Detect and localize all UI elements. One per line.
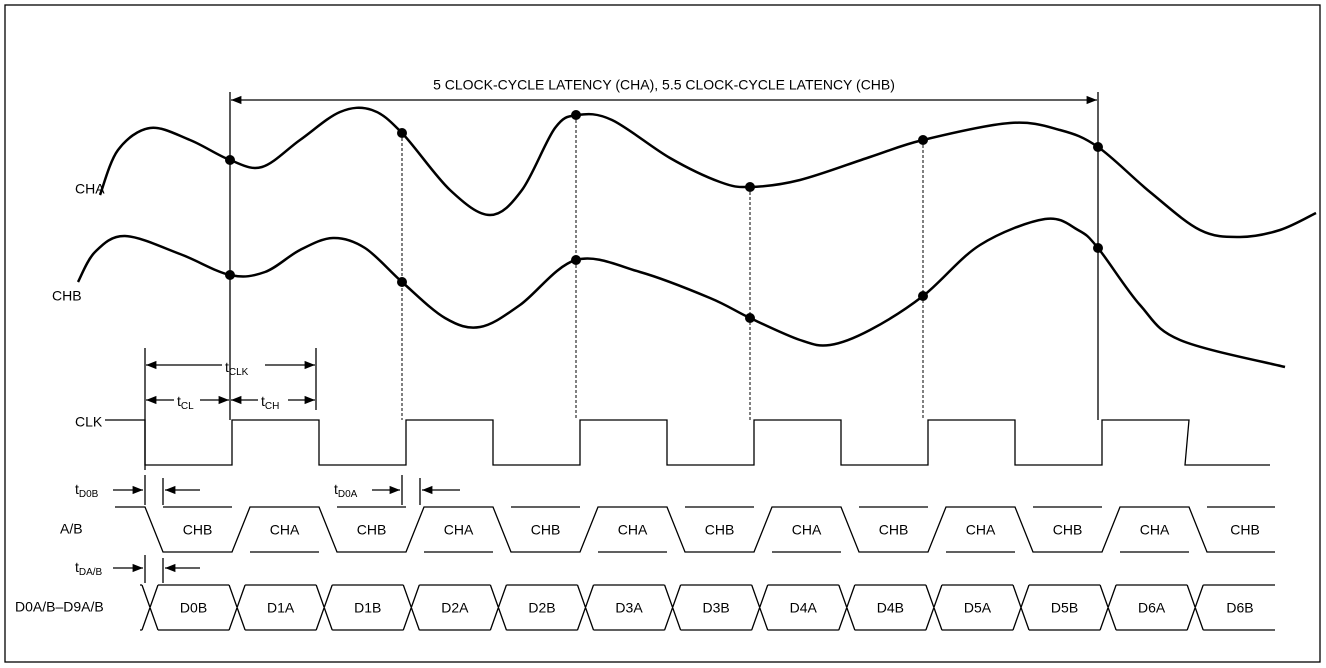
ab-segment-label: CHB	[1053, 522, 1083, 538]
frame	[4, 4, 1321, 663]
t: t	[334, 481, 338, 497]
ab-segment-label: CHB	[357, 522, 387, 538]
data-segment-label: D6B	[1226, 600, 1253, 616]
ab-segment-label: CHB	[879, 522, 909, 538]
latency-label: 5 CLOCK-CYCLE LATENCY (CHA), 5.5 CLOCK-C…	[433, 77, 895, 93]
data-segment-label: D3B	[703, 600, 730, 616]
t: t	[177, 393, 181, 409]
sub: CH	[265, 401, 279, 412]
ab-waveform	[115, 506, 1275, 553]
sub: D0B	[79, 489, 99, 500]
chb-waveform	[76, 217, 1286, 369]
t: t	[75, 559, 79, 575]
sample-dot	[1093, 142, 1103, 152]
ab-segment-label: CHB	[531, 522, 561, 538]
tclk-label: tCLK	[225, 359, 249, 378]
data-bus-waveform	[140, 584, 1275, 631]
ab-segment-label: CHA	[270, 522, 300, 538]
sample-dot	[225, 270, 235, 280]
ab-segment-label: CHA	[792, 522, 822, 538]
ab-segment-label: CHA	[1140, 522, 1170, 538]
t: t	[225, 359, 229, 375]
sample-dots	[225, 110, 1103, 323]
clk-label: CLK	[75, 414, 103, 430]
ab-segment-label: CHB	[705, 522, 735, 538]
sample-dot	[918, 291, 928, 301]
sample-dot	[918, 135, 928, 145]
ab-segment-label: CHB	[1230, 522, 1260, 538]
sample-dot	[745, 182, 755, 192]
ab-segment-label: CHA	[618, 522, 648, 538]
tdab-label: tDA/B	[75, 559, 103, 578]
data-segment-label: D2A	[441, 600, 469, 616]
sub: CLK	[229, 367, 249, 378]
ab-segment-label: CHB	[183, 522, 213, 538]
sample-dot	[745, 313, 755, 323]
data-segment-label: D0B	[180, 600, 207, 616]
sub: CL	[181, 401, 194, 412]
data-segment-label: D5A	[964, 600, 992, 616]
td0a-label: tD0A	[334, 481, 358, 500]
cha-label: CHA	[75, 181, 105, 197]
td0b-label: tD0B	[75, 481, 99, 500]
cha-waveform	[98, 106, 1317, 239]
sample-dot	[1093, 243, 1103, 253]
segment-labels: CHB CHA CHB CHA CHB CHA CHB CHA CHB CHA CHB CHA CHB D…	[180, 522, 1260, 616]
sample-dot	[397, 277, 407, 287]
data-segment-label: D4A	[790, 600, 818, 616]
ab-label: A/B	[60, 521, 83, 537]
data-segment-label: D1A	[267, 600, 295, 616]
data-segment-label: D2B	[528, 600, 555, 616]
sub: DA/B	[79, 567, 103, 578]
clk-waveform	[105, 419, 1270, 466]
ab-segment-label: CHA	[444, 522, 474, 538]
data-segment-label: D4B	[877, 600, 904, 616]
chb-label: CHB	[52, 288, 82, 304]
sample-dot	[225, 155, 235, 165]
t: t	[261, 393, 265, 409]
ab-segment-label: CHA	[966, 522, 996, 538]
data-segment-label: D3A	[615, 600, 643, 616]
sample-dot	[397, 128, 407, 138]
data-bus-label: D0A/B–D9A/B	[15, 599, 104, 615]
tch-label: tCH	[261, 393, 279, 412]
t: t	[75, 481, 79, 497]
sub: D0A	[338, 489, 358, 500]
tcl-label: tCL	[177, 393, 194, 412]
data-segment-label: D6A	[1138, 600, 1166, 616]
sample-dot	[571, 110, 581, 120]
data-segment-label: D5B	[1051, 600, 1078, 616]
sample-dot	[571, 255, 581, 265]
data-segment-label: D1B	[354, 600, 381, 616]
